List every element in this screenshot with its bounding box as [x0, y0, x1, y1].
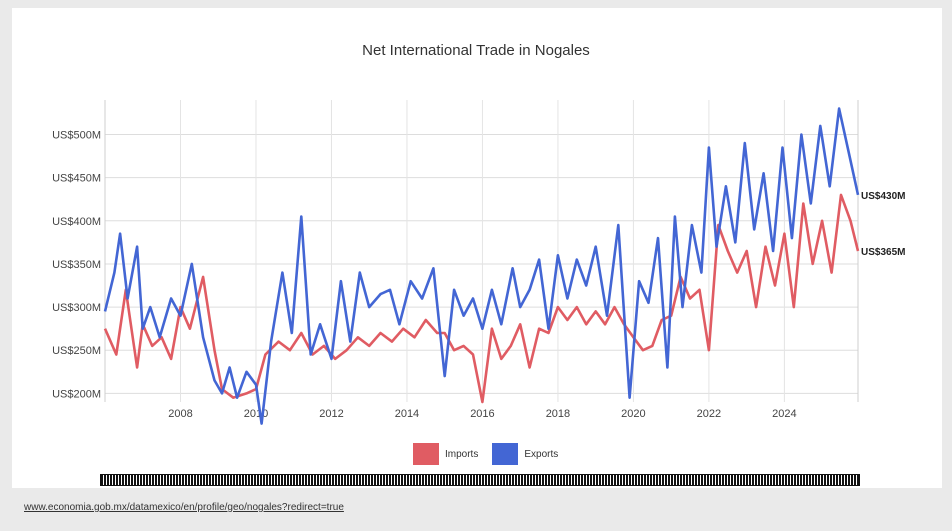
- x-tick-label: 2008: [168, 408, 192, 420]
- y-tick-label: US$350M: [52, 259, 101, 271]
- exports-swatch: [492, 443, 519, 465]
- y-tick-label: US$400M: [52, 216, 101, 228]
- end-label-exports: US$430M: [861, 191, 905, 202]
- y-tick-label: US$300M: [52, 302, 101, 314]
- legend-item-exports[interactable]: Exports: [492, 443, 558, 465]
- x-tick-label: 2014: [395, 408, 419, 420]
- end-label-imports: US$365M: [861, 247, 905, 258]
- y-tick-label: US$200M: [52, 388, 101, 400]
- y-tick-label: US$500M: [52, 130, 101, 142]
- series-line-imports: [103, 193, 860, 404]
- end-labels: US$365M US$430M: [861, 191, 905, 258]
- chart-title: Net International Trade in Nogales: [362, 42, 590, 59]
- x-tick-label: 2020: [621, 408, 645, 420]
- x-tick-label: 2018: [546, 408, 570, 420]
- x-tick-label: 2016: [470, 408, 494, 420]
- series-line-exports: [103, 107, 860, 425]
- y-axis-ticks: US$200M US$250M US$300M US$350M US$400M US$45…: [52, 130, 101, 401]
- time-range-scrollbar[interactable]: [100, 474, 860, 486]
- legend-item-imports[interactable]: Imports: [413, 443, 478, 465]
- series-lines: [103, 107, 860, 425]
- x-axis-ticks: 2008 2010 2012 2014 2016 2018 2020 2022 2024: [168, 408, 796, 420]
- x-tick-label: 2022: [697, 408, 721, 420]
- y-tick-label: US$450M: [52, 173, 101, 185]
- legend: Imports Exports: [413, 443, 558, 465]
- y-tick-label: US$250M: [52, 345, 101, 357]
- x-tick-label: 2012: [319, 408, 343, 420]
- imports-swatch: [413, 443, 439, 465]
- legend-label-imports: Imports: [445, 448, 479, 460]
- source-link[interactable]: www.economia.gob.mx/datamexico/en/profil…: [24, 502, 344, 513]
- x-tick-label: 2010: [244, 408, 268, 420]
- legend-label-exports: Exports: [524, 448, 559, 460]
- x-tick-label: 2024: [772, 408, 796, 420]
